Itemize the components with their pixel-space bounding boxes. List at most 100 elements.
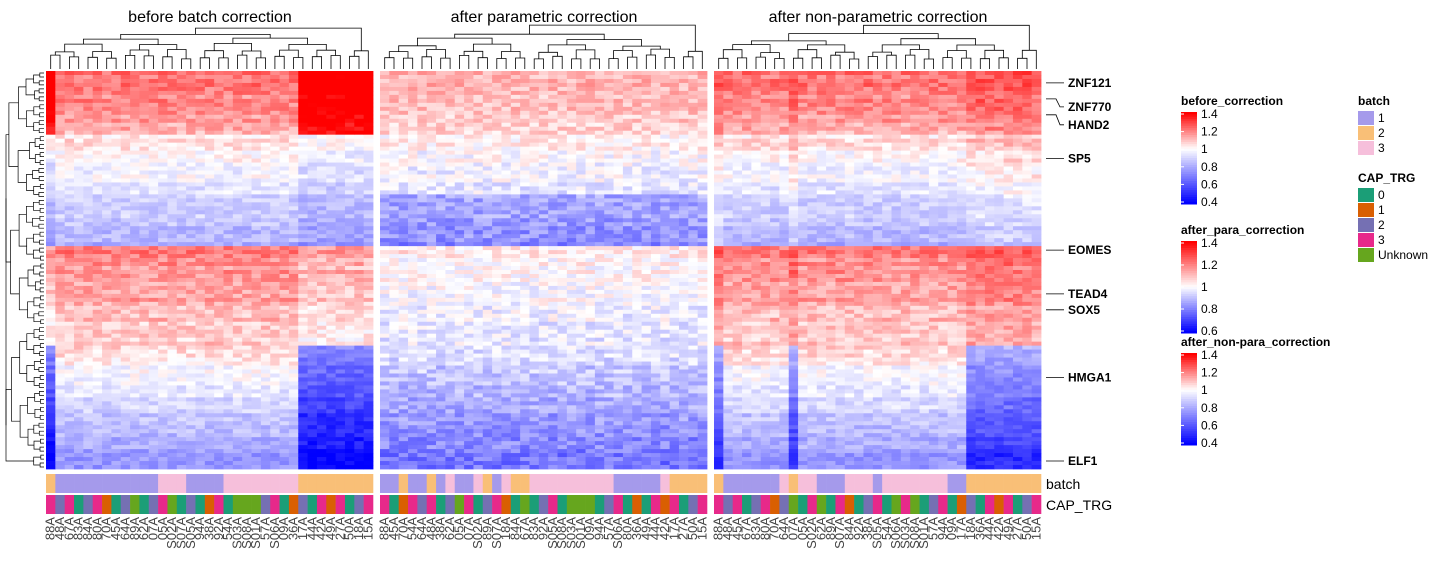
heatmap-cell <box>354 258 365 263</box>
heatmap-cell <box>363 413 374 418</box>
heatmap-cell <box>120 170 131 175</box>
heatmap-cell <box>464 425 474 430</box>
heatmap-cell <box>473 166 484 171</box>
heatmap-cell <box>298 465 308 470</box>
heatmap-cell <box>158 170 168 175</box>
heatmap-cell <box>354 270 365 275</box>
heatmap-cell <box>214 461 224 466</box>
dendrogram-branch <box>533 58 544 69</box>
heatmap-cell <box>242 142 252 148</box>
heatmap-cell <box>167 429 178 434</box>
heatmap-cell <box>92 321 103 327</box>
heatmap-cell <box>214 262 224 267</box>
heatmap-cell <box>102 202 112 207</box>
heatmap-cell <box>83 86 94 92</box>
heatmap-cell <box>251 126 262 132</box>
heatmap-cell <box>74 174 84 179</box>
heatmap-cell <box>46 230 56 235</box>
heatmap-cell <box>408 178 418 183</box>
heatmap-cell <box>288 226 299 231</box>
heatmap-cell <box>270 222 280 227</box>
heatmap-cell <box>92 361 103 366</box>
heatmap-cell <box>223 214 234 219</box>
heatmap-cell <box>482 393 493 398</box>
heatmap-cell <box>363 429 374 434</box>
heatmap-cell <box>464 453 474 458</box>
heatmap-cell <box>176 250 187 255</box>
heatmap-cell <box>464 210 474 215</box>
heatmap-cell <box>148 305 159 311</box>
heatmap-cell <box>445 130 456 136</box>
heatmap-cell <box>270 178 280 183</box>
batch-annotation-cell <box>195 474 206 493</box>
heatmap-cell <box>270 409 280 414</box>
row-dendrogram-branch <box>39 327 44 333</box>
heatmap-cell <box>130 349 140 354</box>
heatmap-cell <box>398 158 409 163</box>
heatmap-cell <box>464 417 474 422</box>
heatmap-cell <box>139 305 150 311</box>
heatmap-cell <box>251 106 262 112</box>
heatmap-cell <box>454 114 465 120</box>
heatmap-cell <box>354 114 365 120</box>
heatmap-cell <box>380 453 390 458</box>
heatmap-cell <box>167 214 178 219</box>
heatmap-cell <box>232 210 243 215</box>
heatmap-cell <box>111 389 122 394</box>
heatmap-cell <box>55 341 66 347</box>
heatmap-cell <box>176 198 187 203</box>
heatmap-cell <box>120 273 131 279</box>
heatmap-cell <box>251 389 262 394</box>
heatmap-cell <box>298 461 308 466</box>
heatmap-cell <box>326 174 337 179</box>
heatmap-cell <box>398 230 409 235</box>
heatmap-cell <box>46 373 56 378</box>
heatmap-cell <box>417 222 428 227</box>
heatmap-cell <box>298 186 308 191</box>
heatmap-cell <box>288 238 299 243</box>
heatmap-cell <box>242 341 252 347</box>
heatmap-cell <box>120 90 131 96</box>
heatmap-cell <box>398 126 409 132</box>
heatmap-cell <box>417 333 428 339</box>
heatmap-cell <box>130 293 140 299</box>
heatmap-cell <box>398 317 409 323</box>
heatmap-cell <box>46 337 56 343</box>
heatmap-cell <box>473 449 484 454</box>
heatmap-cell <box>55 222 66 227</box>
heatmap-cell <box>176 182 187 187</box>
heatmap-cell <box>148 465 159 470</box>
heatmap-cell <box>251 445 262 450</box>
heatmap-cell <box>83 170 94 175</box>
heatmap-cell <box>158 449 168 454</box>
heatmap-cell <box>436 270 446 275</box>
heatmap-cell <box>83 369 94 374</box>
heatmap-cell <box>417 321 428 327</box>
heatmap-cell <box>344 126 355 132</box>
heatmap-cell <box>74 413 84 418</box>
dendrogram-branch <box>50 54 61 69</box>
heatmap-cell <box>74 297 84 303</box>
heatmap-cell <box>473 74 484 80</box>
heatmap-cell <box>445 393 456 398</box>
heatmap-cell <box>232 94 243 100</box>
heatmap-cell <box>316 186 327 191</box>
heatmap-cell <box>389 182 400 187</box>
heatmap-cell <box>417 234 428 239</box>
heatmap-cell <box>279 313 290 319</box>
heatmap-cell <box>354 449 365 454</box>
cap-trg-annotation-cell <box>335 495 346 514</box>
column-label: 57A <box>258 517 273 540</box>
heatmap-cell <box>55 377 66 382</box>
heatmap-cell <box>454 134 465 140</box>
heatmap-cell <box>380 194 390 199</box>
heatmap-cell <box>445 413 456 418</box>
row-dendrogram-branch <box>38 168 44 173</box>
heatmap-cell <box>454 182 465 187</box>
heatmap-cell <box>445 110 456 116</box>
heatmap-cell <box>167 329 178 335</box>
heatmap-cell <box>148 218 159 223</box>
heatmap-cell <box>288 142 299 148</box>
heatmap-cell <box>111 90 122 96</box>
heatmap-cell <box>176 202 187 207</box>
